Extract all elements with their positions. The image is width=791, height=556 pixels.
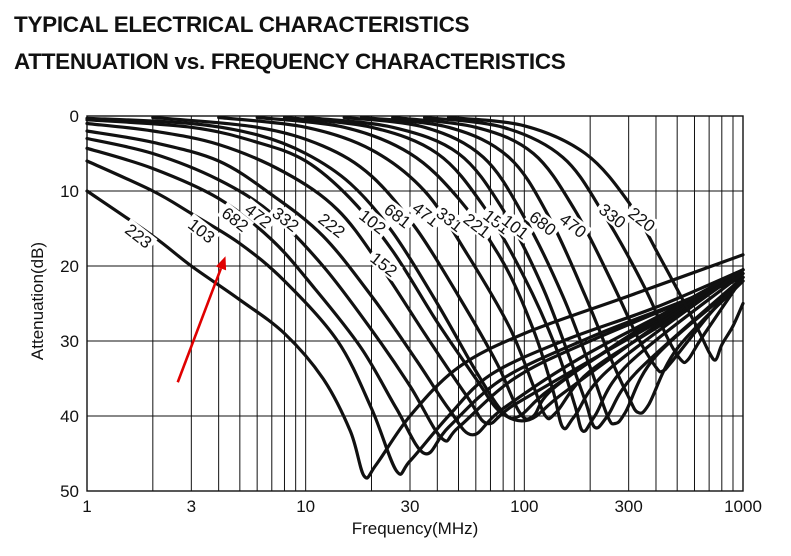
curve-680 [359,115,745,415]
arrow-head [215,256,227,271]
curve-label-group-222: 222 [313,207,351,243]
x-tick-label: 3 [187,497,196,516]
curve-220 [446,115,745,362]
x-tick-label: 300 [614,497,642,516]
curve-label-bg [594,198,632,233]
x-tick-label: 10 [296,497,315,516]
curve-151 [304,115,745,430]
y-axis-label: Attenuation(dB) [28,242,47,360]
annotations [176,256,227,383]
curve-label-bg [379,198,417,233]
y-tick-label: 50 [60,482,79,501]
curve-label-bg [554,207,593,243]
curve-221 [282,115,745,433]
curve-label-bg [120,218,158,253]
tick-labels: 1 3 10 30 100 300 1000 0 10 20 30 40 50 [60,107,762,516]
chart-title-line-2: ATTENUATION vs. FREQUENCY CHARACTERISTIC… [14,49,566,74]
arrow-shaft [176,267,223,383]
curve-label-bg [313,207,351,243]
y-tick-label: 40 [60,407,79,426]
curve-label-group-330: 330 [594,198,632,233]
curve-label-bg [524,205,562,240]
x-tick-label: 100 [510,497,538,516]
x-tick-label: 1000 [724,497,762,516]
curve-label-bg [431,201,469,237]
curve-681 [151,115,745,421]
curve-label-bg [354,204,392,239]
curve-332 [85,129,745,437]
curves [85,115,745,480]
curve-label-bg [216,201,255,237]
curve-label-bg [497,209,535,244]
curve-472 [85,136,745,443]
curve-331 [255,115,745,431]
plot-frame [86,115,744,492]
curve-label-bg [365,246,403,282]
y-tick-label: 10 [60,182,79,201]
curve-682 [85,146,745,456]
curve-label-group-223: 223 [120,218,158,253]
x-tick-label: 30 [401,497,420,516]
curve-label-group-220: 220 [623,201,661,237]
curve-label-bg [407,196,445,231]
curve-label-bg [267,201,305,237]
curve-222 [85,121,745,426]
curve-101 [342,115,745,426]
y-tick-label: 0 [70,107,79,126]
curve-label-group-103: 103 [183,213,221,248]
y-tick-label: 30 [60,332,79,351]
x-axis-label: Frequency(MHz) [352,519,479,538]
x-tick-label: 1 [82,497,91,516]
curve-label-bg [623,201,661,237]
curve-label-bg [458,207,496,243]
curve-label-bg [240,198,278,233]
curve-label-bg [183,213,221,248]
curve-471 [217,115,745,421]
grid [86,115,744,492]
y-tick-label: 20 [60,257,79,276]
chart-title-line-1: TYPICAL ELECTRICAL CHARACTERISTICS [14,12,470,37]
curve-330 [423,115,745,365]
curve-470 [391,115,745,374]
